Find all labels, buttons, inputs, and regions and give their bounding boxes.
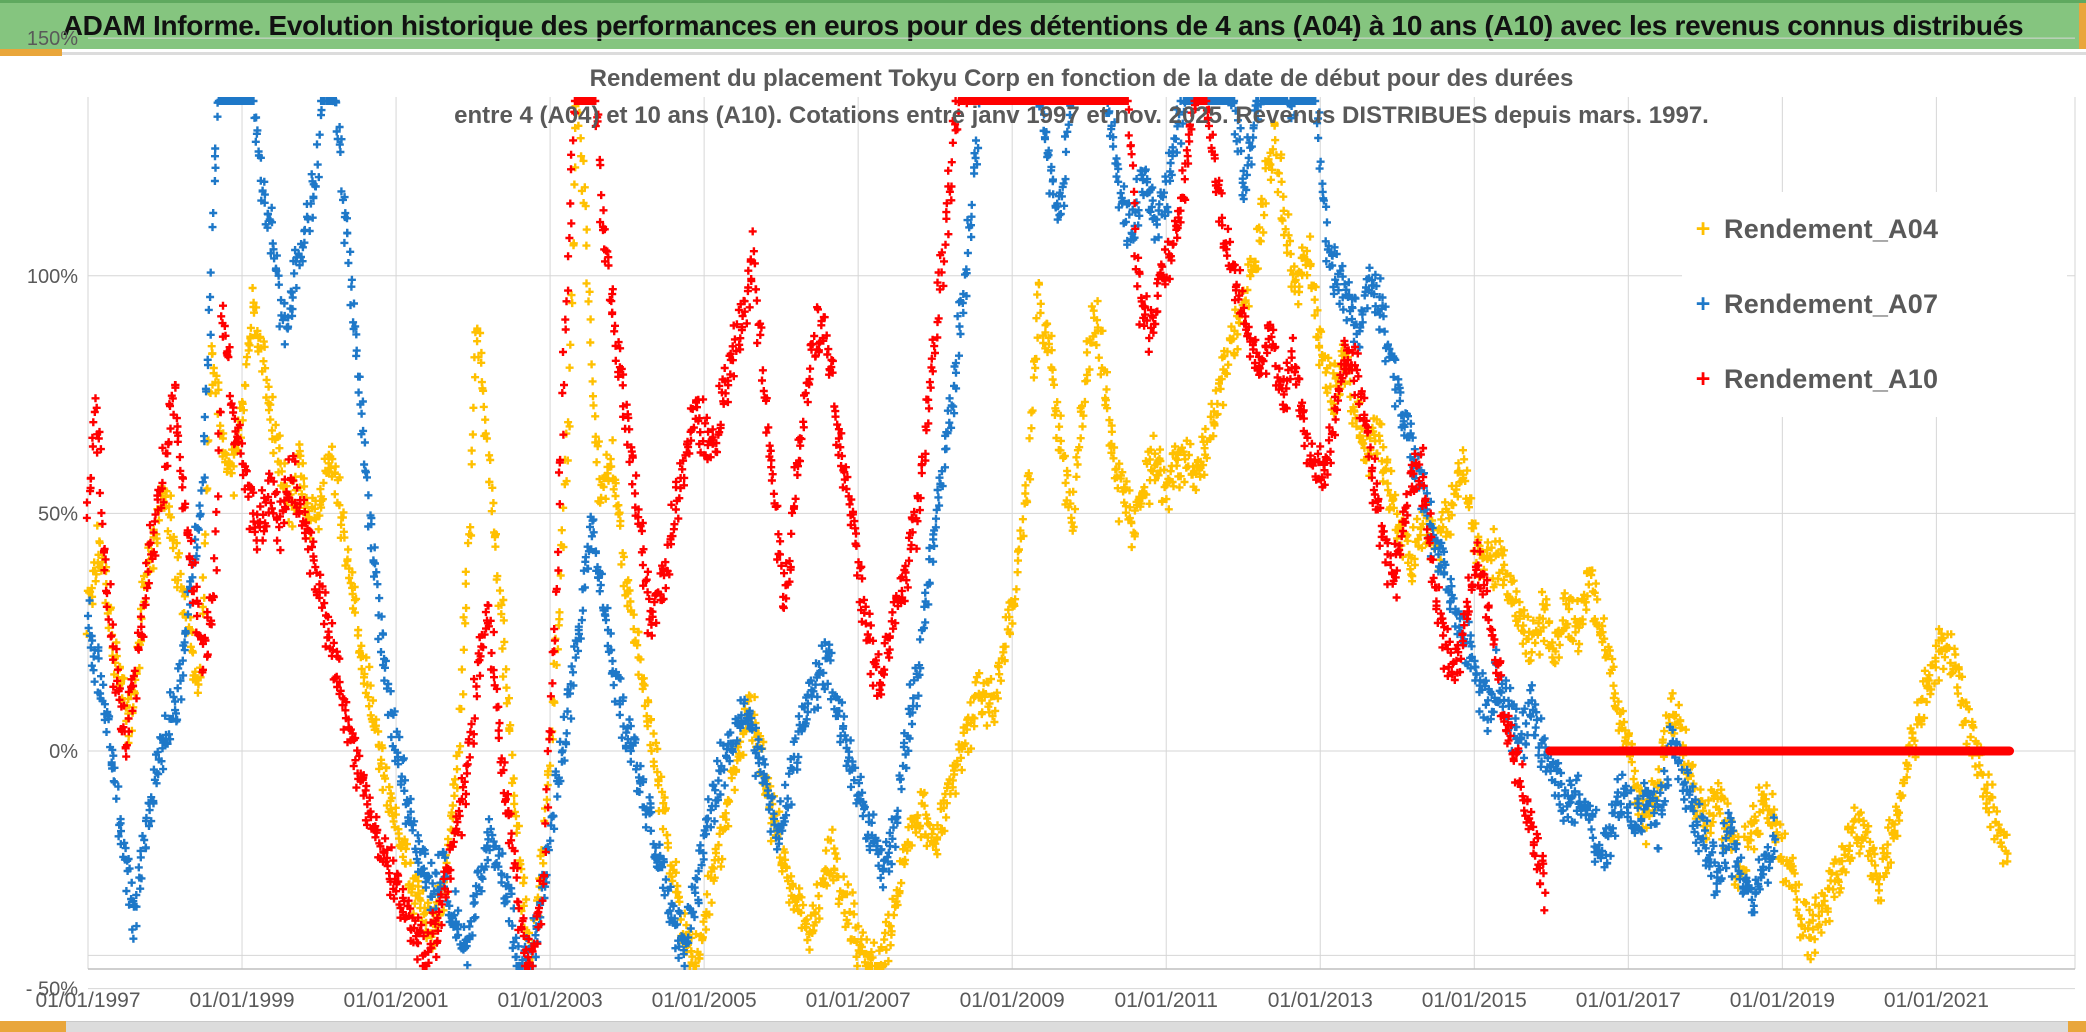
title-divider [0,52,2086,55]
y-axis-tick: 0% [49,741,78,763]
plus-marker-icon: + [1695,290,1711,318]
chart-title: Rendement du placement Tokyu Corp en fon… [88,60,2075,134]
x-axis-tick: 01/01/2011 [1114,989,1218,1012]
plus-marker-icon: + [1695,365,1711,393]
axes [87,97,2076,970]
x-axis-tick: 01/01/2003 [498,989,603,1012]
x-axis-tick: 01/01/2017 [1576,989,1681,1012]
selection-handle-top-left [0,49,62,56]
x-axis-tick: 01/01/2021 [1884,989,1989,1012]
y-axis-tick: 150% [27,28,78,50]
data-series [82,97,2015,970]
title-bar: ADAM Informe. Evolution historique des p… [0,0,2086,49]
selection-handle-bottom-left [0,1021,66,1032]
legend-item-rendement-a10[interactable]: + Rendement_A10 [1682,342,2067,417]
x-axis-tick: 01/01/2005 [652,989,757,1012]
chart-title-line1: Rendement du placement Tokyu Corp en fon… [589,65,1574,92]
x-axis-tick: 01/01/1999 [189,989,294,1012]
selection-handle-bottom-right [2068,1021,2086,1032]
legend-item-rendement-a04[interactable]: + Rendement_A04 [1682,192,2067,267]
x-axis-tick: 01/01/2009 [960,989,1065,1012]
y-axis-tick: - 50% [26,979,78,1001]
x-axis-tick: 01/01/1997 [35,989,140,1012]
axis-labels: 300%250%200%150%100%50%0%- 50%- 100%01/0… [26,28,1989,1012]
plus-marker-icon: + [1695,215,1711,243]
chart-title-line2: entre 4 (A04) et 10 ans (A10). Cotations… [454,102,1709,129]
chart-legend[interactable]: + Rendement_A04 + Rendement_A07 + Rendem… [1682,192,2067,417]
window-title: ADAM Informe. Evolution historique des p… [62,10,2024,41]
legend-item-rendement-a07[interactable]: + Rendement_A07 [1682,267,2067,342]
window-bottom-strip [0,1021,2086,1032]
selection-handle-top-right [2079,3,2086,49]
legend-label: Rendement_A10 [1724,364,1939,394]
y-axis-tick: 100% [27,266,78,288]
x-axis-tick: 01/01/2001 [344,989,449,1012]
x-axis-tick: 01/01/2013 [1268,989,1373,1012]
series-rendement-a10 [82,97,2013,970]
x-axis-tick: 01/01/2007 [806,989,911,1012]
x-axis-tick: 01/01/2019 [1730,989,1835,1012]
y-axis-tick: 50% [38,503,78,525]
legend-label: Rendement_A04 [1724,214,1939,244]
x-axis-tick: 01/01/2015 [1422,989,1527,1012]
legend-label: Rendement_A07 [1724,289,1939,319]
gridlines [87,37,2075,990]
